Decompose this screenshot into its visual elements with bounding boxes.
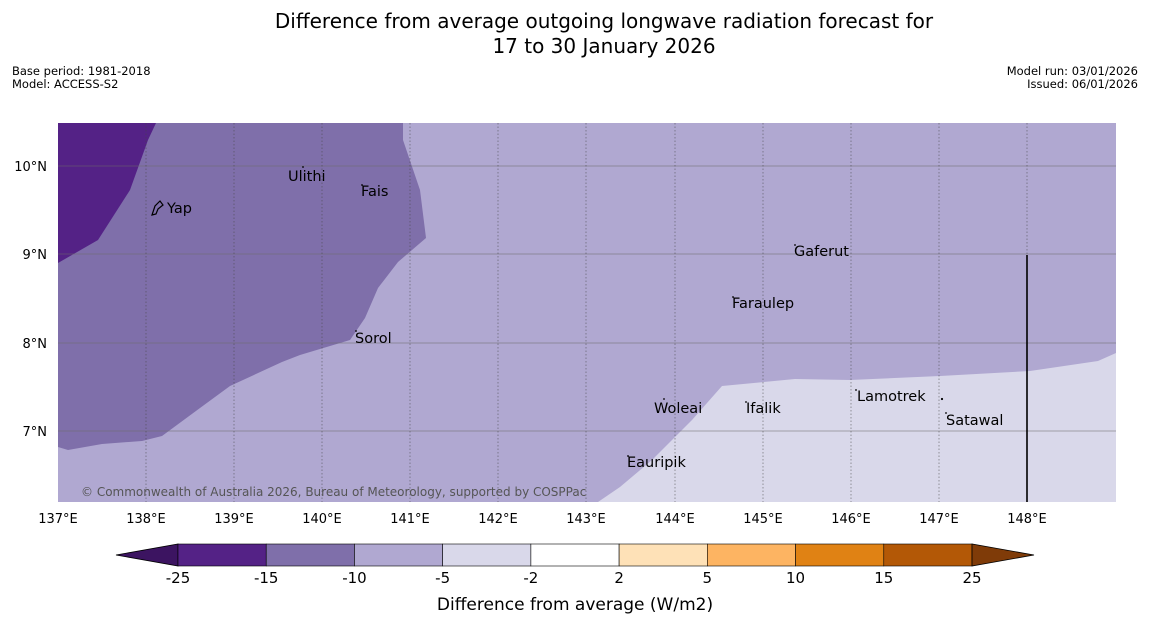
lon-label-143e: 143°E xyxy=(566,512,606,527)
place-sorol: Sorol xyxy=(355,331,392,347)
place-eauripik: Eauripik xyxy=(627,455,686,471)
meta-right: Model run: 03/01/2026 Issued: 06/01/2026 xyxy=(1007,65,1138,91)
chart-title: Difference from average outgoing longwav… xyxy=(0,9,1150,59)
colorbar-tick-label: -5 xyxy=(435,569,450,587)
place-gaferut: Gaferut xyxy=(794,244,849,260)
place-yap: Yap xyxy=(166,201,192,217)
lon-gridlines xyxy=(145,123,1028,502)
island-dots xyxy=(302,166,947,457)
region-minus15-to-minus10 xyxy=(58,123,426,450)
lat-label-8n: 8°N xyxy=(23,337,48,352)
lat-label-7n: 7°N xyxy=(23,425,48,440)
place-woleai: Woleai xyxy=(654,401,702,417)
lon-label-141e: 141°E xyxy=(390,512,430,527)
colorbar-tick-label: 25 xyxy=(962,569,981,587)
colorbar-segment xyxy=(265,543,355,567)
lon-label-139e: 139°E xyxy=(214,512,254,527)
colorbar: -25 -15 -10 -5 -2 2 5 10 15 25 xyxy=(115,543,1035,587)
lon-label-144e: 144°E xyxy=(655,512,695,527)
issued-date: Issued: 06/01/2026 xyxy=(1027,77,1138,91)
model-run: Model run: 03/01/2026 xyxy=(1006,64,1138,78)
colorbar-tick-label: 2 xyxy=(614,569,624,587)
lon-label-146e: 146°E xyxy=(831,512,871,527)
lon-label-138e: 138°E xyxy=(126,512,166,527)
colorbar-segment xyxy=(883,543,973,567)
lon-label-148e: 148°E xyxy=(1007,512,1047,527)
copyright-notice: © Commonwealth of Australia 2026, Bureau… xyxy=(81,485,586,499)
place-ulithi: Ulithi xyxy=(288,169,326,185)
colorbar-tick-label: -25 xyxy=(166,569,191,587)
place-satawal: Satawal xyxy=(946,413,1003,429)
lon-label-137e: 137°E xyxy=(38,512,78,527)
lon-label-147e: 147°E xyxy=(919,512,959,527)
region-minus25-to-minus15 xyxy=(58,123,156,263)
title-line-1: Difference from average outgoing longwav… xyxy=(274,9,934,33)
yap-island-outline xyxy=(151,200,164,216)
colorbar-segment xyxy=(442,543,532,567)
colorbar-tick-label: -15 xyxy=(254,569,279,587)
model-name: Model: ACCESS-S2 xyxy=(12,77,119,91)
colorbar-label: Difference from average (W/m2) xyxy=(437,595,713,615)
colorbar-segment xyxy=(177,543,267,567)
meta-left: Base period: 1981-2018 Model: ACCESS-S2 xyxy=(12,65,151,91)
colorbar-segment xyxy=(354,543,443,567)
colorbar-tick-label: -10 xyxy=(342,569,367,587)
lon-label-145e: 145°E xyxy=(743,512,783,527)
colorbar-tick-label: -2 xyxy=(523,569,538,587)
lat-label-9n: 9°N xyxy=(23,248,48,263)
place-ifalik: Ifalik xyxy=(746,401,781,417)
place-lamotrek: Lamotrek xyxy=(857,389,926,405)
colorbar-segment xyxy=(530,543,620,567)
colorbar-segment xyxy=(618,543,708,567)
lat-label-10n: 10°N xyxy=(14,160,47,175)
colorbar-tick-label: 15 xyxy=(874,569,893,587)
lon-label-140e: 140°E xyxy=(302,512,342,527)
colorbar-extend-low xyxy=(115,543,179,567)
place-fais: Fais xyxy=(361,184,388,200)
colorbar-tick-label: 10 xyxy=(786,569,805,587)
map-area: Yap Ulithi Fais Gaferut Faraulep Sorol W… xyxy=(58,123,1116,502)
base-period: Base period: 1981-2018 xyxy=(12,64,151,78)
place-faraulep: Faraulep xyxy=(732,296,794,312)
lon-label-142e: 142°E xyxy=(478,512,518,527)
colorbar-tick-label: 5 xyxy=(703,569,713,587)
colorbar-segment xyxy=(795,543,885,567)
title-line-2: 17 to 30 January 2026 xyxy=(492,34,716,58)
colorbar-extend-high xyxy=(971,543,1035,567)
colorbar-segment xyxy=(707,543,796,567)
